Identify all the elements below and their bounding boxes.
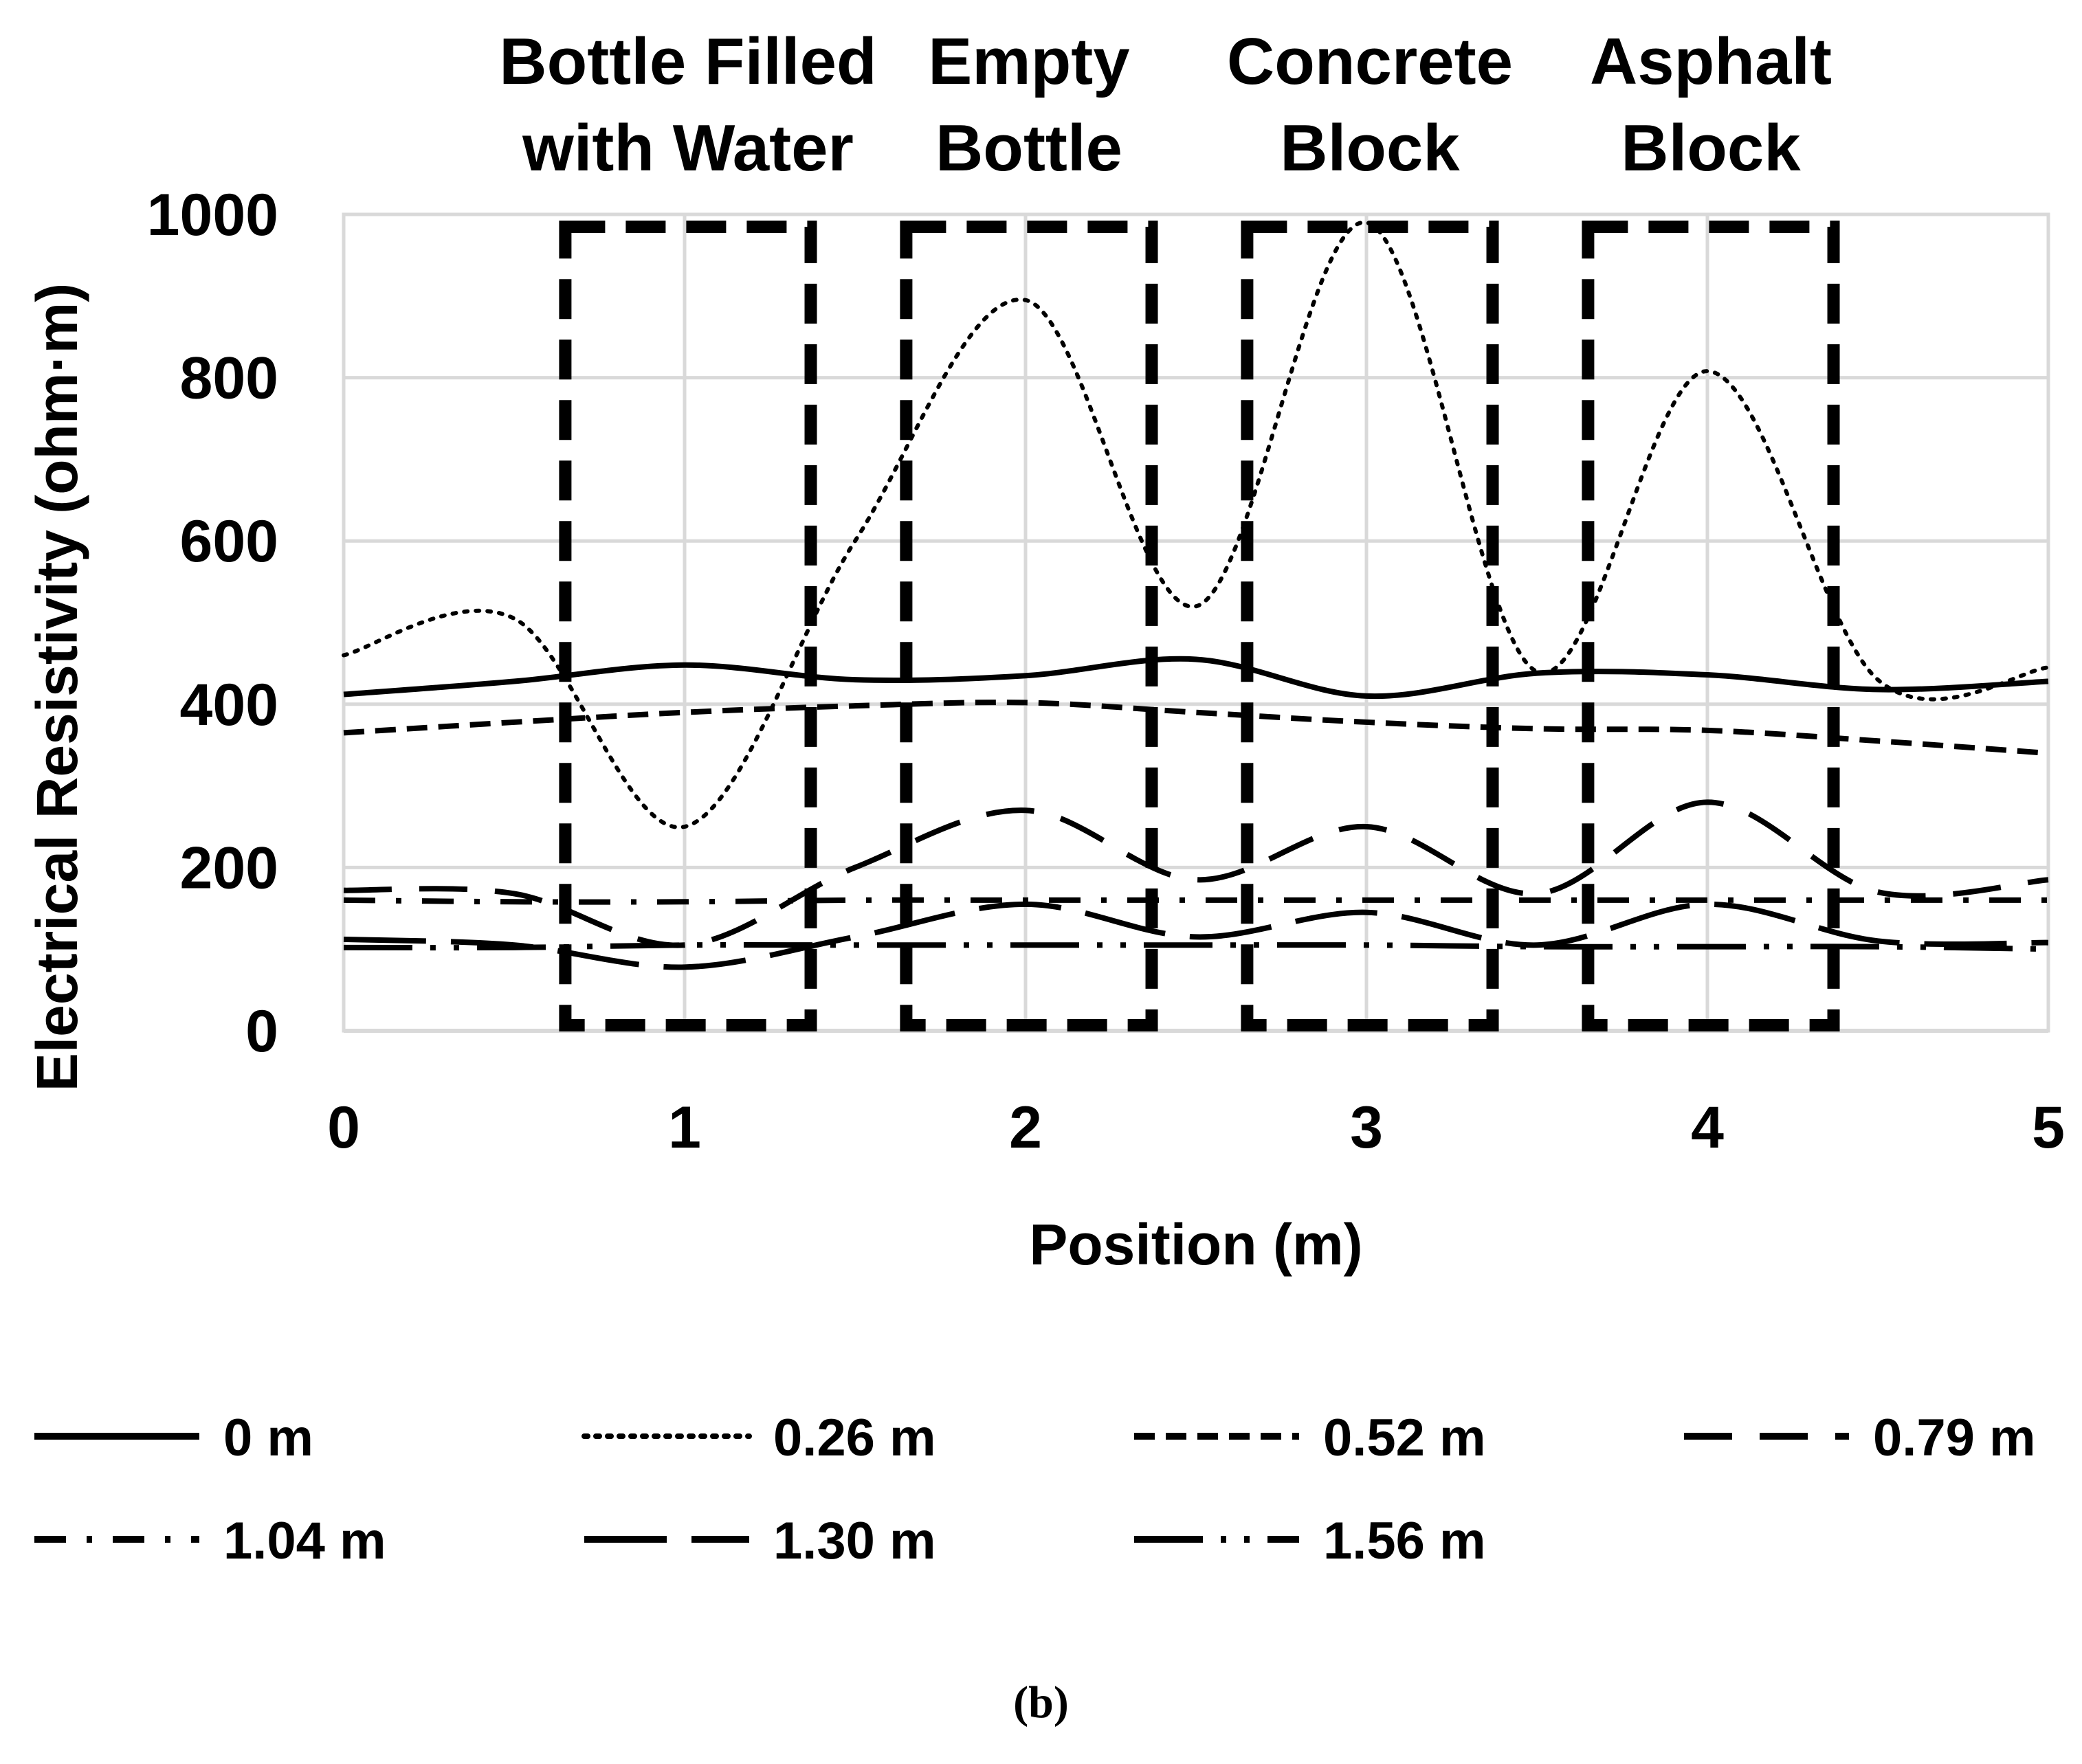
series-line-0-26-m bbox=[342, 220, 2050, 829]
x-tick-label: 2 bbox=[1009, 1095, 1042, 1161]
legend-label-0-26-m: 0.26 m bbox=[773, 1409, 936, 1467]
region-box-1 bbox=[559, 221, 817, 1031]
plot-frame bbox=[342, 212, 2050, 1033]
grid bbox=[342, 212, 2050, 1033]
region-box-4 bbox=[1582, 221, 1840, 1031]
region-box-2 bbox=[900, 221, 1158, 1031]
x-tick-label: 0 bbox=[327, 1095, 360, 1161]
series-line-0-m bbox=[343, 656, 2049, 700]
legend-label-0-79-m: 0.79 m bbox=[1873, 1409, 2036, 1467]
series-line-1-56-m bbox=[343, 941, 2049, 952]
region-box-3 bbox=[1241, 221, 1499, 1031]
x-tick-label: 4 bbox=[1691, 1095, 1724, 1161]
y-tick-label: 600 bbox=[180, 509, 279, 574]
region-label-3-line-2: Block bbox=[1280, 111, 1460, 185]
legend-label-1-04-m: 1.04 m bbox=[223, 1512, 386, 1570]
x-tick-label: 1 bbox=[668, 1095, 701, 1161]
region-label-4-line-2: Block bbox=[1621, 111, 1801, 185]
region-label-2-line-1: Empty bbox=[928, 25, 1129, 98]
legend-label-1-56-m: 1.56 m bbox=[1323, 1512, 1486, 1570]
series-lines bbox=[342, 220, 2050, 970]
y-tick-label: 0 bbox=[245, 998, 278, 1064]
y-tick-label: 1000 bbox=[147, 182, 278, 248]
legend-label-0-52-m: 0.52 m bbox=[1323, 1409, 1486, 1467]
series-line-0-52-m bbox=[343, 700, 2049, 757]
y-tick-label: 800 bbox=[180, 346, 279, 412]
x-axis-label: Position (m) bbox=[1029, 1212, 1362, 1277]
x-tick-label: 3 bbox=[1350, 1095, 1383, 1161]
y-axis-label: Electrical Resistivity (ohm·m) bbox=[25, 283, 89, 1091]
region-boxes bbox=[559, 221, 1840, 1031]
y-tick-label: 200 bbox=[180, 835, 279, 901]
region-label-3-line-1: Concrete bbox=[1227, 25, 1513, 98]
y-tick-label: 400 bbox=[180, 672, 279, 738]
region-label-4-line-1: Asphalt bbox=[1590, 25, 1832, 98]
region-label-1-line-1: Bottle Filled bbox=[499, 25, 876, 98]
region-labels: Bottle Filled with Water Empty Bottle Concre… bbox=[499, 25, 1832, 185]
series-line-1-04-m bbox=[343, 897, 2048, 905]
region-label-2-line-2: Bottle bbox=[935, 111, 1122, 185]
legend: 0 m 0.26 m 0.52 m 0.79 m 1.04 m 1.30 m 1.56 m bbox=[34, 1409, 2036, 1570]
x-tick-label: 5 bbox=[2032, 1095, 2065, 1161]
region-label-1-line-2: with Water bbox=[522, 111, 854, 185]
series-line-0-79-m bbox=[343, 799, 2049, 948]
axis-ticks: 0 200 400 600 800 1000 0 1 2 3 4 5 bbox=[147, 182, 2065, 1161]
legend-label-0-m: 0 m bbox=[223, 1409, 313, 1467]
legend-label-1-30-m: 1.30 m bbox=[773, 1512, 936, 1570]
series-line-1-30-m bbox=[343, 901, 2049, 970]
figure-caption: (b) bbox=[1013, 1677, 1069, 1728]
